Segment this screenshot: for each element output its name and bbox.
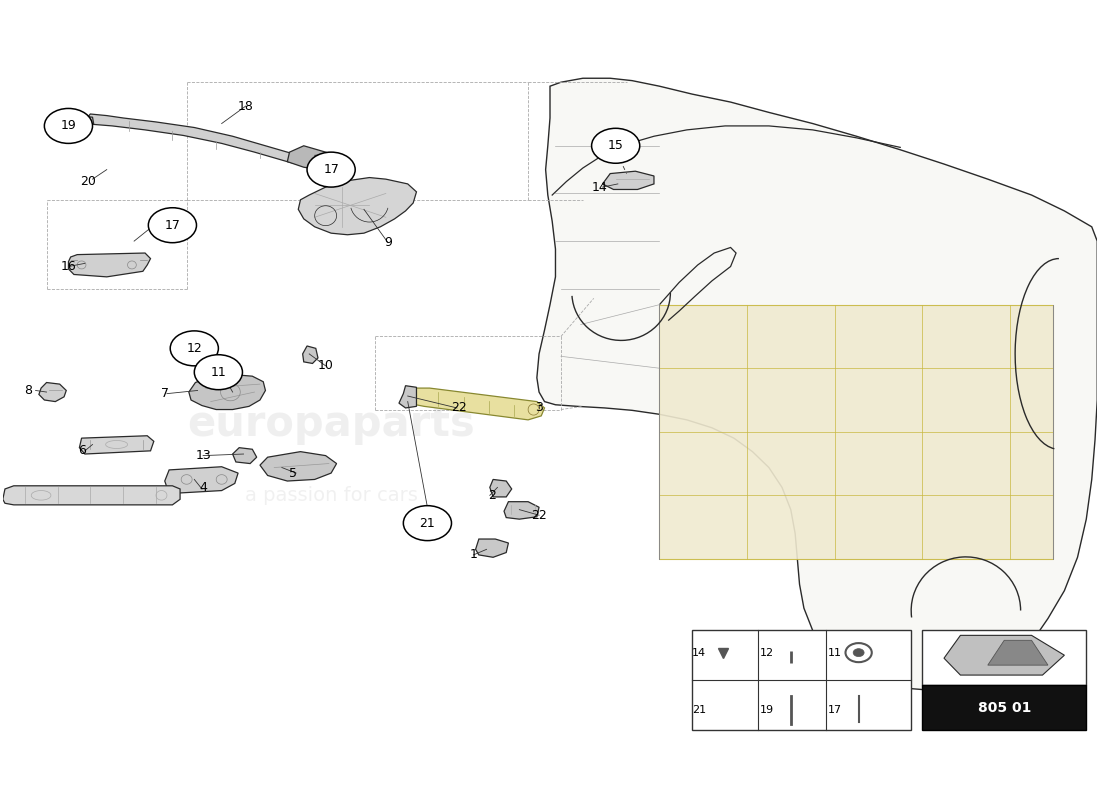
Text: 17: 17 bbox=[827, 705, 842, 715]
Text: 9: 9 bbox=[384, 236, 392, 250]
Text: 1: 1 bbox=[470, 549, 477, 562]
Text: 4: 4 bbox=[199, 481, 207, 494]
Polygon shape bbox=[68, 253, 151, 277]
Text: 3: 3 bbox=[535, 402, 543, 414]
Polygon shape bbox=[603, 171, 654, 190]
Text: 11: 11 bbox=[210, 366, 227, 378]
Text: 21: 21 bbox=[419, 517, 436, 530]
Text: 22: 22 bbox=[531, 509, 547, 522]
Text: 12: 12 bbox=[186, 342, 202, 355]
Circle shape bbox=[44, 109, 92, 143]
Polygon shape bbox=[287, 146, 348, 171]
FancyBboxPatch shape bbox=[922, 685, 1087, 730]
Text: 8: 8 bbox=[24, 384, 32, 397]
Polygon shape bbox=[944, 635, 1065, 675]
Text: 12: 12 bbox=[760, 648, 773, 658]
Polygon shape bbox=[659, 305, 1054, 559]
Text: 14: 14 bbox=[592, 181, 607, 194]
Polygon shape bbox=[475, 539, 508, 558]
Circle shape bbox=[592, 128, 640, 163]
Text: 13: 13 bbox=[195, 449, 211, 462]
Text: 17: 17 bbox=[165, 218, 180, 232]
Polygon shape bbox=[302, 346, 318, 363]
Polygon shape bbox=[79, 436, 154, 454]
Text: 20: 20 bbox=[80, 175, 96, 188]
Circle shape bbox=[404, 506, 451, 541]
Polygon shape bbox=[260, 452, 337, 481]
Polygon shape bbox=[504, 502, 539, 519]
Polygon shape bbox=[39, 382, 66, 402]
Polygon shape bbox=[77, 116, 94, 127]
Polygon shape bbox=[537, 78, 1097, 690]
Polygon shape bbox=[85, 114, 342, 174]
Text: 15: 15 bbox=[607, 139, 624, 152]
Polygon shape bbox=[490, 479, 512, 497]
Polygon shape bbox=[406, 388, 544, 420]
Text: 805 01: 805 01 bbox=[978, 701, 1031, 715]
Text: europaparts: europaparts bbox=[187, 403, 475, 445]
Circle shape bbox=[307, 152, 355, 187]
Text: 7: 7 bbox=[161, 387, 168, 400]
Text: a passion for cars: a passion for cars bbox=[244, 486, 418, 505]
Text: 5: 5 bbox=[289, 466, 297, 479]
Text: 6: 6 bbox=[78, 444, 86, 458]
Polygon shape bbox=[298, 178, 417, 234]
Text: 19: 19 bbox=[60, 119, 76, 133]
Text: 21: 21 bbox=[692, 705, 706, 715]
Text: 14: 14 bbox=[692, 648, 706, 658]
Polygon shape bbox=[3, 486, 180, 505]
Polygon shape bbox=[988, 640, 1048, 665]
Text: 19: 19 bbox=[760, 705, 773, 715]
Circle shape bbox=[148, 208, 197, 242]
Text: 22: 22 bbox=[451, 402, 468, 414]
FancyBboxPatch shape bbox=[692, 630, 911, 730]
Text: 2: 2 bbox=[488, 489, 496, 502]
Text: 16: 16 bbox=[60, 260, 76, 273]
Text: 17: 17 bbox=[323, 163, 339, 176]
Circle shape bbox=[195, 354, 242, 390]
Text: 10: 10 bbox=[318, 359, 333, 372]
FancyBboxPatch shape bbox=[922, 630, 1087, 685]
Text: 11: 11 bbox=[827, 648, 842, 658]
Polygon shape bbox=[189, 374, 265, 410]
Polygon shape bbox=[399, 386, 417, 408]
Circle shape bbox=[170, 331, 219, 366]
Circle shape bbox=[854, 649, 865, 657]
Polygon shape bbox=[165, 466, 238, 493]
Text: 18: 18 bbox=[238, 99, 254, 113]
Polygon shape bbox=[232, 448, 256, 463]
